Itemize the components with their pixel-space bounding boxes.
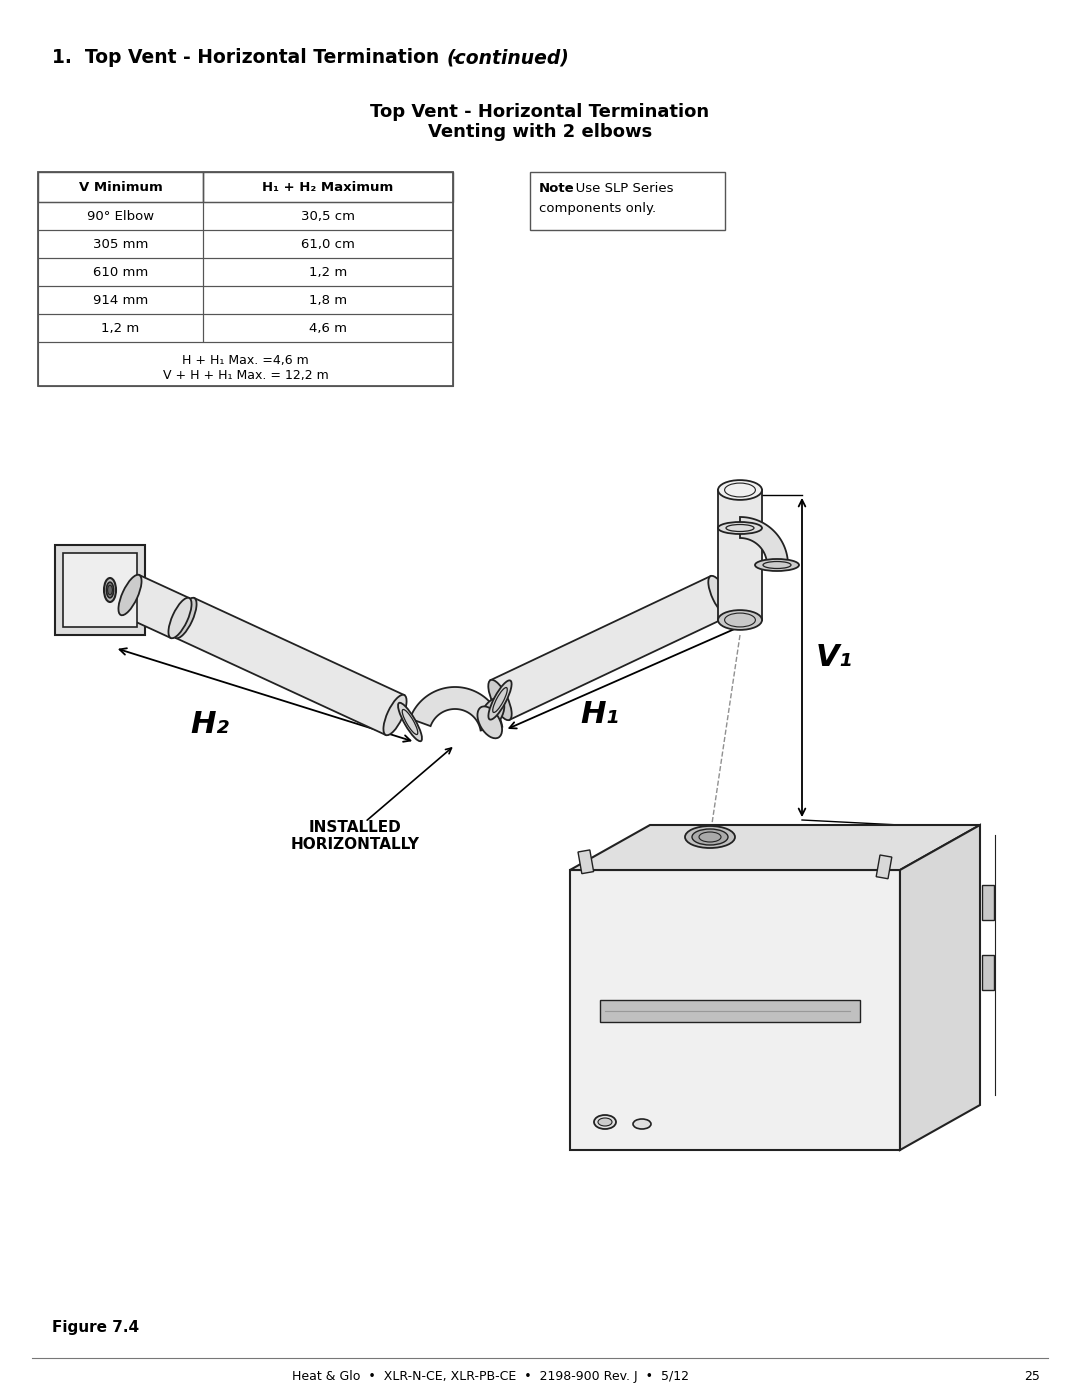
- Text: 25: 25: [1024, 1370, 1040, 1384]
- Bar: [38, 313, 203, 341]
- Bar: [38, 229, 203, 257]
- Text: 1,8 m: 1,8 m: [309, 294, 347, 306]
- Text: V Minimum: V Minimum: [79, 180, 162, 193]
- Polygon shape: [490, 576, 729, 720]
- Bar: [203, 313, 453, 341]
- Ellipse shape: [168, 597, 191, 638]
- Bar: [578, 851, 594, 873]
- Text: 90° Elbow: 90° Elbow: [86, 210, 154, 222]
- Text: 61,0 cm: 61,0 cm: [301, 238, 355, 250]
- Text: H₁: H₁: [581, 700, 620, 729]
- Polygon shape: [176, 597, 404, 734]
- Ellipse shape: [685, 825, 735, 848]
- Text: 4,6 m: 4,6 m: [309, 322, 347, 334]
- Bar: [203, 257, 453, 285]
- Ellipse shape: [108, 585, 112, 595]
- Ellipse shape: [718, 480, 762, 499]
- Ellipse shape: [107, 582, 113, 597]
- Text: Note: Note: [539, 182, 575, 194]
- Bar: [600, 1000, 860, 1023]
- Bar: [876, 855, 892, 879]
- Text: 914 mm: 914 mm: [93, 294, 148, 306]
- Bar: [570, 870, 900, 1150]
- Text: HORIZONTALLY: HORIZONTALLY: [291, 837, 419, 852]
- Text: 30,5 cm: 30,5 cm: [301, 210, 355, 222]
- Ellipse shape: [755, 560, 799, 571]
- Text: 1,2 m: 1,2 m: [309, 266, 347, 278]
- Text: 1.  Top Vent - Horizontal Termination  -: 1. Top Vent - Horizontal Termination -: [52, 48, 467, 67]
- Bar: [203, 285, 453, 313]
- Text: 305 mm: 305 mm: [93, 238, 148, 250]
- Ellipse shape: [718, 522, 762, 534]
- Text: Venting with 2 elbows: Venting with 2 elbows: [428, 123, 652, 141]
- Bar: [38, 341, 453, 386]
- Bar: [203, 172, 453, 201]
- Ellipse shape: [119, 575, 141, 616]
- Text: components only.: components only.: [539, 201, 657, 215]
- Text: Top Vent - Horizontal Termination: Top Vent - Horizontal Termination: [370, 104, 710, 120]
- Bar: [38, 172, 203, 201]
- Bar: [203, 201, 453, 229]
- Bar: [203, 229, 453, 257]
- Polygon shape: [900, 825, 980, 1150]
- Ellipse shape: [718, 610, 762, 630]
- Ellipse shape: [399, 702, 422, 741]
- Ellipse shape: [598, 1118, 612, 1126]
- Text: H₁ + H₂ Maximum: H₁ + H₂ Maximum: [262, 180, 393, 193]
- Text: 610 mm: 610 mm: [93, 266, 148, 278]
- Text: H + H₁ Max. =4,6 m: H + H₁ Max. =4,6 m: [183, 354, 309, 367]
- Polygon shape: [740, 518, 788, 565]
- Ellipse shape: [594, 1115, 616, 1129]
- Polygon shape: [570, 825, 980, 870]
- Ellipse shape: [383, 695, 406, 736]
- Ellipse shape: [633, 1119, 651, 1129]
- Text: 1,2 m: 1,2 m: [102, 322, 139, 334]
- Bar: [982, 956, 994, 990]
- Polygon shape: [410, 687, 502, 730]
- Text: H₂: H₂: [190, 711, 229, 739]
- Bar: [38, 201, 203, 229]
- Ellipse shape: [477, 706, 502, 739]
- Ellipse shape: [174, 597, 197, 638]
- Bar: [38, 285, 203, 313]
- Ellipse shape: [488, 680, 512, 719]
- Ellipse shape: [104, 578, 116, 602]
- Bar: [63, 553, 137, 627]
- Text: V₁: V₁: [816, 644, 853, 672]
- Bar: [982, 886, 994, 921]
- Bar: [718, 490, 762, 620]
- Polygon shape: [121, 575, 189, 638]
- Ellipse shape: [488, 680, 512, 720]
- Text: Heat & Glo  •  XLR-N-CE, XLR-PB-CE  •  2198-900 Rev. J  •  5/12: Heat & Glo • XLR-N-CE, XLR-PB-CE • 2198-…: [292, 1370, 689, 1384]
- Text: Figure 7.4: Figure 7.4: [52, 1321, 139, 1335]
- Bar: [55, 546, 145, 635]
- Ellipse shape: [692, 830, 728, 845]
- Bar: [530, 172, 725, 229]
- Ellipse shape: [708, 576, 731, 616]
- Text: : Use SLP Series: : Use SLP Series: [567, 182, 674, 194]
- Ellipse shape: [480, 698, 504, 730]
- Bar: [38, 257, 203, 285]
- Text: (continued): (continued): [447, 48, 570, 67]
- Text: V + H + H₁ Max. = 12,2 m: V + H + H₁ Max. = 12,2 m: [163, 369, 328, 382]
- Bar: [38, 172, 453, 386]
- Text: INSTALLED: INSTALLED: [309, 820, 402, 835]
